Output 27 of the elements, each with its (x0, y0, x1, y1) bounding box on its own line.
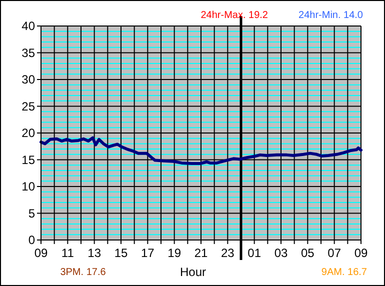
text: 3PM. 17.6 (60, 267, 106, 278)
x-tick-label: 21 (194, 246, 208, 260)
y-tick-label: 35 (22, 46, 36, 60)
y-tick-label: 0 (28, 233, 36, 247)
y-tick-label: 15 (22, 152, 36, 167)
x-tick-label: 15 (114, 246, 128, 260)
text: 9AM. 16.7 (321, 267, 368, 278)
y-tick-label: 5 (28, 206, 36, 220)
x-tick-label: 03 (274, 246, 288, 260)
x-tick-label: 19 (168, 246, 182, 260)
text: 24hr-Min. 14.0 (298, 10, 364, 21)
x-tick-label: 05 (300, 246, 315, 260)
x-axis-title: Hour (180, 265, 206, 279)
text: 24hr-Max. 19.2 (200, 10, 268, 21)
x-tick-label: 11 (61, 246, 74, 260)
x-tick-label: 09 (354, 246, 368, 260)
y-tick-label: 20 (22, 126, 36, 140)
x-tick-label: 01 (248, 246, 262, 260)
y-tick-label: 40 (22, 19, 36, 33)
x-tick-label: 09 (34, 246, 48, 260)
x-tick-label: 07 (328, 246, 342, 260)
x-tick-label: 17 (140, 246, 155, 260)
x-tick-label: 23 (220, 246, 235, 260)
y-tick-label: 10 (22, 180, 36, 194)
y-tick-label: 30 (22, 72, 36, 86)
x-tick-label: 13 (88, 246, 102, 260)
y-tick-label: 25 (22, 99, 36, 114)
